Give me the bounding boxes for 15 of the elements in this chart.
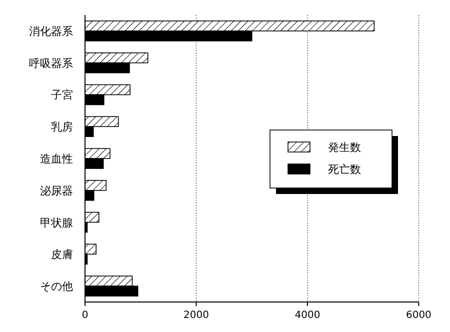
y-tick-label: 呼吸器系 <box>29 56 73 70</box>
legend-label: 発生数 <box>328 141 361 154</box>
y-tick-label: 泌尿器 <box>40 184 73 198</box>
x-tick-label: 6000 <box>406 310 432 321</box>
x-tick-label: 0 <box>82 310 88 321</box>
x-tick-label: 2000 <box>184 310 209 321</box>
legend-label: 死亡数 <box>328 163 361 176</box>
y-tick-label: 皮膚 <box>51 248 73 262</box>
y-tick-label: 消化器系 <box>29 24 73 38</box>
y-tick-label: 乳房 <box>51 120 73 134</box>
y-tick-label: 造血性 <box>40 152 73 166</box>
y-tick-label: 甲状腺 <box>40 216 73 230</box>
y-tick-label: その他 <box>40 280 73 294</box>
y-tick-label: 子宮 <box>51 88 73 102</box>
x-tick-label: 4000 <box>294 310 320 321</box>
